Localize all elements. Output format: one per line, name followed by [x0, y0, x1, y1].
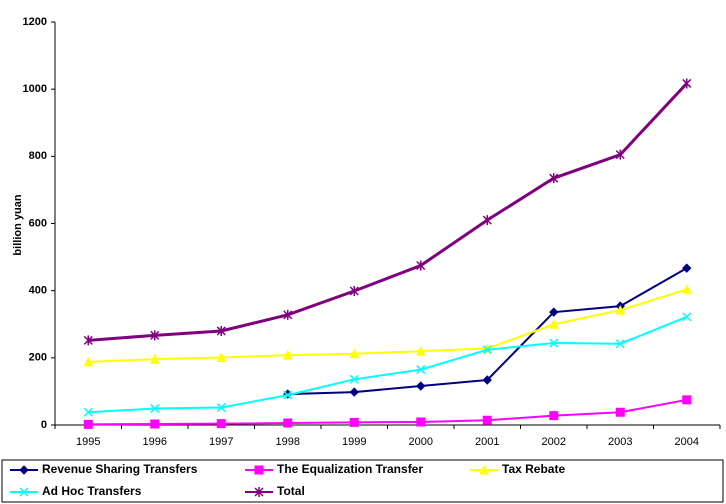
series-line	[88, 288, 688, 363]
series-line	[88, 82, 688, 342]
legend-box	[1, 459, 724, 503]
legend-label: The Equalization Transfer	[277, 462, 423, 476]
marker	[216, 419, 226, 429]
legend-marker	[254, 487, 264, 497]
marker	[682, 263, 692, 273]
marker	[83, 356, 94, 367]
marker	[216, 352, 227, 362]
y-tick-label: 1000	[23, 83, 47, 95]
marker	[349, 417, 359, 427]
legend-marker	[19, 487, 29, 497]
marker	[615, 339, 625, 349]
marker	[482, 415, 492, 425]
x-tick-label: 1995	[76, 436, 100, 448]
legend-marker	[479, 464, 489, 475]
series-line	[287, 267, 688, 396]
series-line	[88, 315, 688, 414]
series-line	[88, 398, 687, 426]
x-tick-label: 2002	[542, 436, 566, 448]
legend-marker	[254, 465, 264, 475]
x-tick-label: 1998	[276, 436, 300, 448]
marker	[482, 215, 492, 226]
x-tick-label: 2003	[608, 436, 632, 448]
marker	[283, 418, 293, 428]
legend-label: Revenue Sharing Transfers	[42, 462, 198, 476]
marker	[549, 307, 559, 317]
legend-label: Tax Rebate	[502, 462, 565, 476]
marker	[150, 419, 160, 429]
x-tick-label: 2000	[409, 436, 433, 448]
marker	[549, 173, 559, 184]
marker	[682, 312, 692, 322]
marker	[149, 354, 160, 364]
marker	[216, 325, 226, 336]
x-tick-label: 1996	[143, 436, 167, 448]
x-tick-label: 2004	[675, 436, 699, 448]
y-tick-label: 600	[29, 217, 47, 229]
marker	[83, 335, 93, 346]
marker	[549, 338, 559, 348]
y-tick-label: 200	[29, 352, 47, 364]
marker	[416, 417, 426, 427]
marker	[349, 348, 360, 359]
marker	[216, 403, 226, 413]
x-tick-label: 1999	[342, 436, 366, 448]
marker	[416, 260, 426, 271]
marker	[283, 390, 293, 400]
legend-label: Total	[277, 484, 305, 498]
marker	[416, 381, 426, 391]
marker	[682, 78, 692, 89]
marker	[282, 350, 293, 360]
marker	[283, 309, 293, 320]
marker	[415, 345, 426, 356]
marker	[482, 345, 492, 355]
marker	[549, 411, 559, 421]
marker	[150, 330, 160, 341]
marker	[548, 319, 559, 329]
y-tick-label: 800	[29, 150, 47, 162]
legend-label: Ad Hoc Transfers	[42, 484, 142, 498]
marker	[349, 286, 359, 297]
marker	[615, 149, 625, 160]
marker	[416, 365, 426, 375]
marker	[482, 375, 492, 385]
marker	[83, 419, 93, 429]
marker	[83, 407, 93, 417]
marker	[681, 284, 692, 294]
marker	[349, 374, 359, 384]
x-tick-label: 2001	[475, 436, 499, 448]
y-tick-label: 1200	[23, 16, 47, 28]
marker	[150, 404, 160, 414]
marker	[349, 387, 359, 397]
y-tick-label: 0	[41, 419, 47, 431]
y-tick-label: 400	[29, 285, 47, 297]
marker	[615, 305, 626, 315]
x-tick-label: 1997	[209, 436, 233, 448]
marker	[682, 395, 692, 405]
marker	[615, 407, 625, 417]
y-axis-label: billion yuan	[12, 194, 24, 255]
legend-marker	[19, 465, 29, 475]
